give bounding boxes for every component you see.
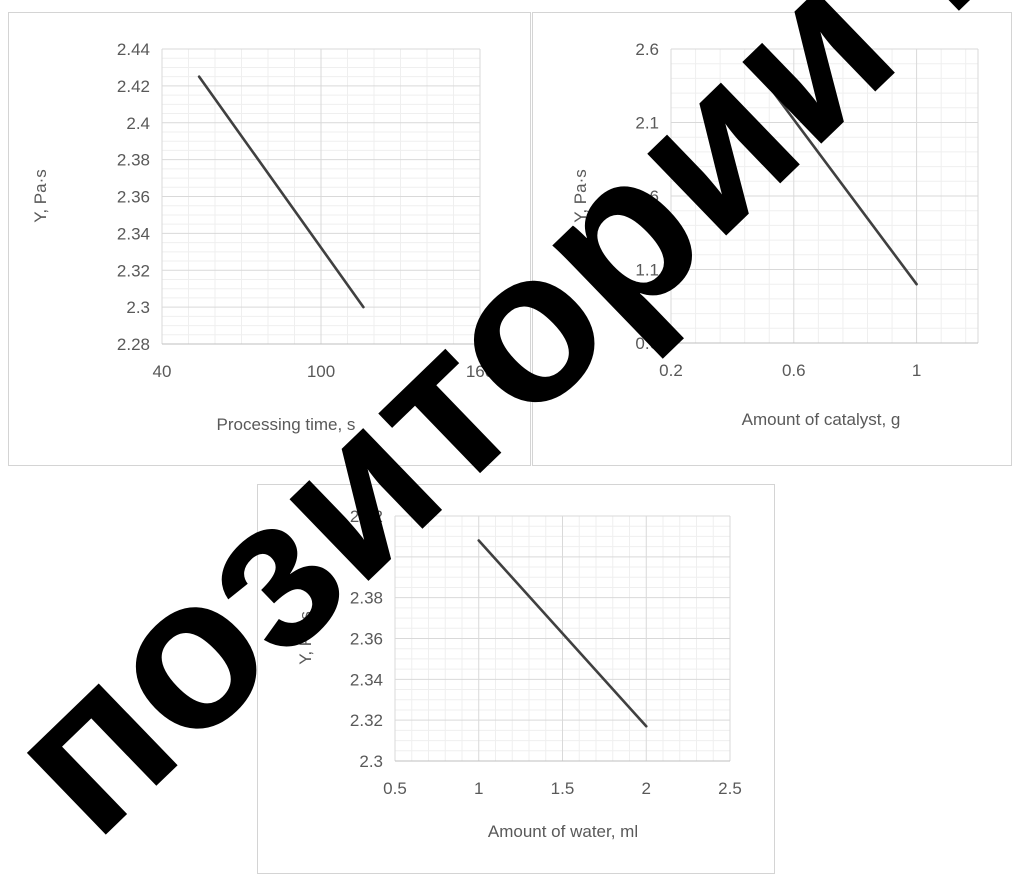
y-tick-label: 1.1 xyxy=(635,261,659,280)
x-axis-title: Processing time, s xyxy=(217,415,356,434)
y-axis-title: Y, Pa·s xyxy=(31,169,50,223)
y-axis-title: Y, Pa·s xyxy=(296,611,315,665)
x-tick-label: 0.2 xyxy=(659,361,683,380)
x-tick-label: 40 xyxy=(153,362,172,381)
y-tick-label: 2.28 xyxy=(117,335,150,354)
x-axis-title: Amount of catalyst, g xyxy=(742,410,901,429)
y-tick-label: 2.4 xyxy=(126,114,150,133)
grid xyxy=(670,48,979,344)
x-tick-label: 2 xyxy=(642,779,651,798)
y-tick-label: 2.32 xyxy=(117,261,150,280)
y-tick-label: 2.36 xyxy=(350,630,383,649)
y-tick-label: 2.44 xyxy=(117,40,150,59)
grid xyxy=(394,515,731,762)
y-tick-label: 2.34 xyxy=(117,224,150,243)
y-tick-label: 2.3 xyxy=(359,752,383,771)
x-tick-label: 0.6 xyxy=(782,361,806,380)
y-tick-label: 2.34 xyxy=(350,670,383,689)
series-line xyxy=(197,75,365,309)
chart-panel-processing-time: 2.28 2.3 2.32 2.34 2.36 2.38 2.4 2.42 2.44 40 100 1… xyxy=(8,12,531,466)
x-tick-label: 0.5 xyxy=(383,779,407,798)
chart-panel-catalyst: 0.6 1.1 1.6 2.1 2.6 0.2 0.6 1 Amount of catalyst… xyxy=(532,12,1012,466)
series-line xyxy=(477,539,648,728)
y-tick-label: 2.1 xyxy=(635,114,659,133)
y-tick-label: 2.36 xyxy=(117,188,150,207)
y-tick-label: 1.6 xyxy=(635,187,659,206)
x-tick-label: 2.5 xyxy=(718,779,742,798)
x-tick-label: 1 xyxy=(474,779,483,798)
x-tick-label: 1.5 xyxy=(551,779,575,798)
x-tick-label: 100 xyxy=(307,362,335,381)
y-tick-label: 2.42 xyxy=(350,507,383,526)
y-tick-label: 2.38 xyxy=(117,151,150,170)
y-tick-label: 2.32 xyxy=(350,711,383,730)
series-line xyxy=(761,77,918,286)
y-tick-label: 0.6 xyxy=(635,334,659,353)
x-tick-label: 160 xyxy=(466,362,494,381)
y-axis-title: Y, Pa·s xyxy=(571,169,590,223)
grid xyxy=(161,48,481,345)
y-tick-label: 2.38 xyxy=(350,589,383,608)
chart-processing-time: 2.28 2.3 2.32 2.34 2.36 2.38 2.4 2.42 2.44 40 100 1… xyxy=(31,40,494,434)
y-tick-label: 2.3 xyxy=(126,298,150,317)
x-axis-title: Amount of water, ml xyxy=(488,822,638,841)
y-tick-label: 2.4 xyxy=(359,548,383,567)
y-tick-label: 2.6 xyxy=(635,40,659,59)
chart-panel-water: 2.3 2.32 2.34 2.36 2.38 2.4 2.42 0.5 1 1.5 2 2.5 Amo… xyxy=(257,484,775,874)
chart-water: 2.3 2.32 2.34 2.36 2.38 2.4 2.42 0.5 1 1.5 2 2.5 Amo… xyxy=(296,507,742,841)
x-tick-label: 1 xyxy=(912,361,921,380)
y-tick-label: 2.42 xyxy=(117,77,150,96)
